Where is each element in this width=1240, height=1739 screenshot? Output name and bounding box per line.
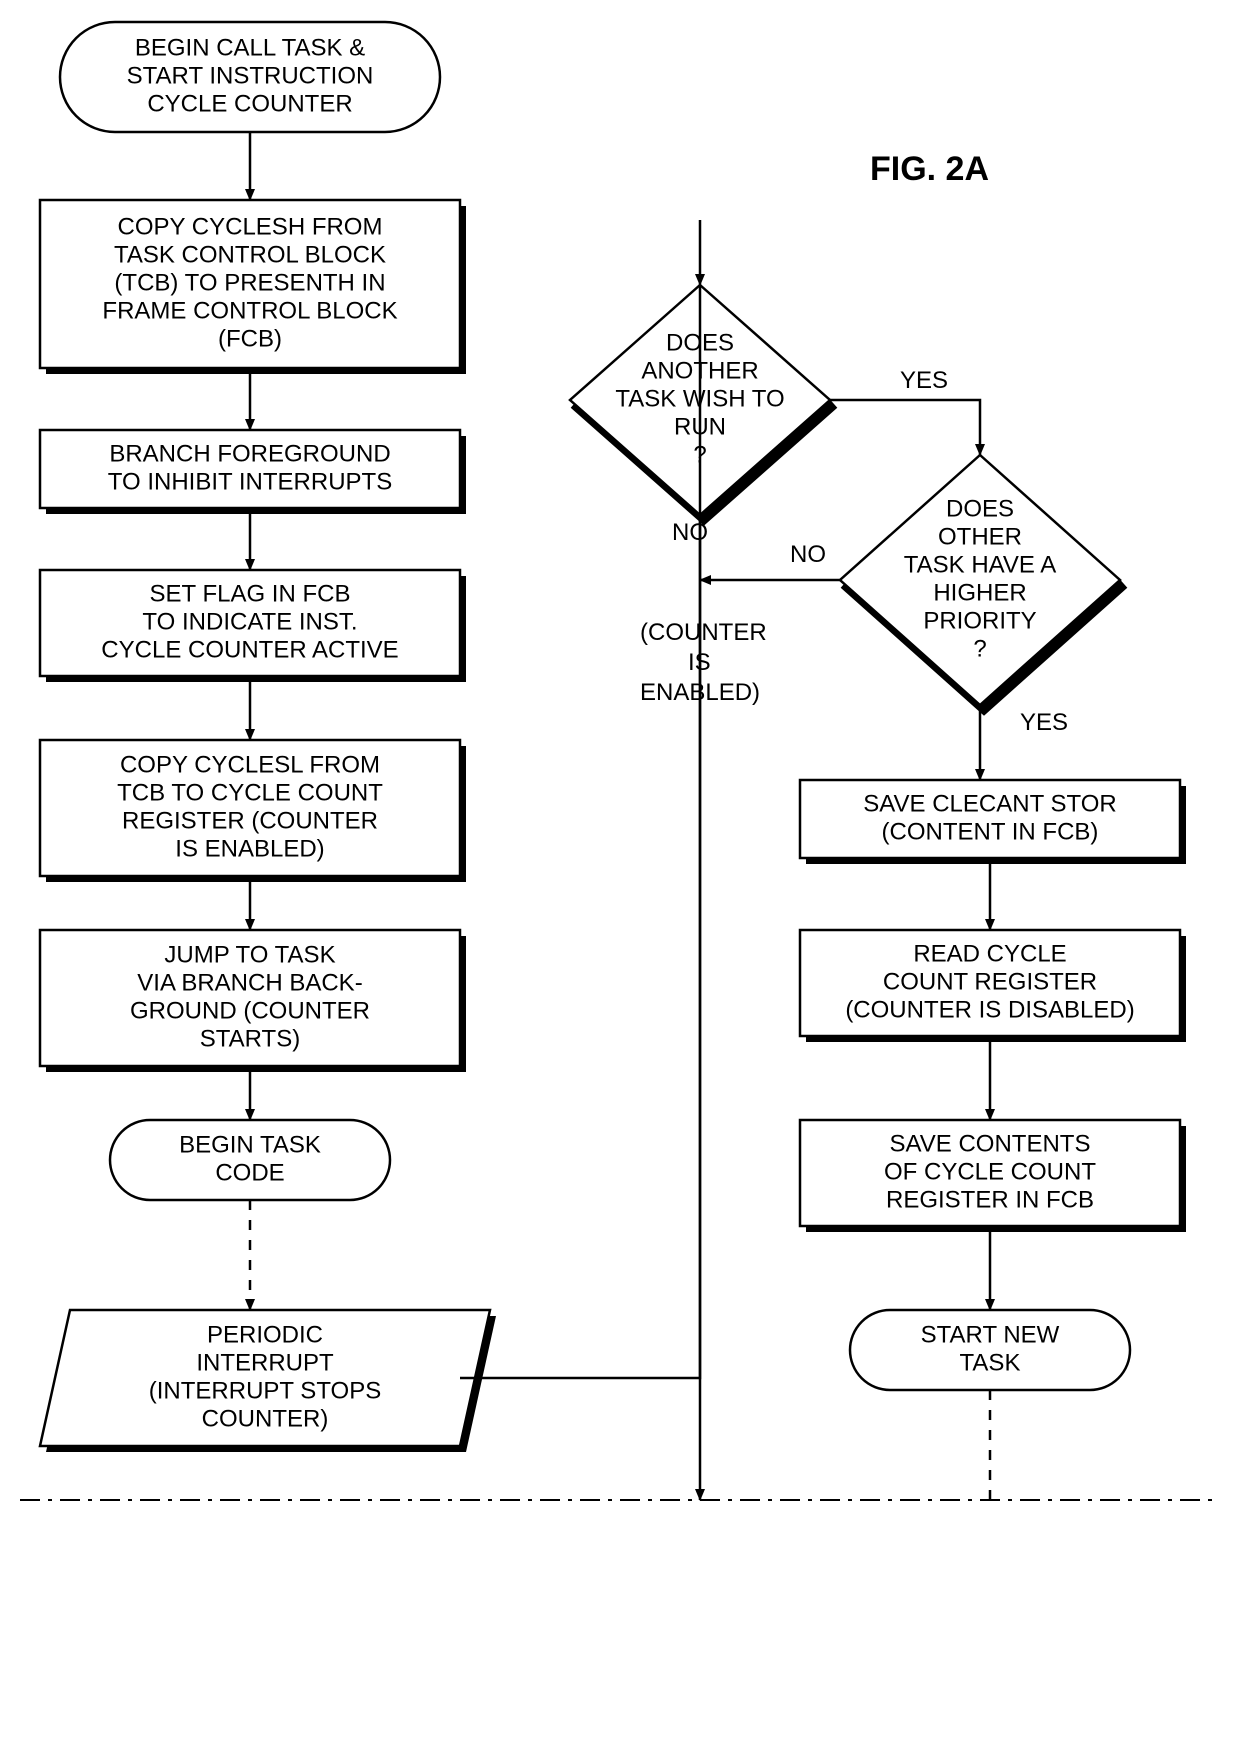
node-text-line: JUMP TO TASK xyxy=(164,941,335,968)
node-text-line: START INSTRUCTION xyxy=(127,62,374,89)
node-text-line: BEGIN CALL TASK & xyxy=(135,34,365,61)
node-text-line: (TCB) TO PRESENTH IN xyxy=(114,269,385,296)
e_d2_yes-label: YES xyxy=(1020,709,1068,736)
e_d2_no-label: NO xyxy=(790,541,826,568)
figure-label: FIG. 2A xyxy=(870,150,989,188)
node-text-line: PRIORITY xyxy=(923,607,1036,634)
node-text-line: (COUNTER IS DISABLED) xyxy=(845,996,1134,1023)
node-text-line: INTERRUPT xyxy=(196,1349,334,1376)
node-text-line: VIA BRANCH BACK- xyxy=(137,969,362,996)
free-label: (COUNTER xyxy=(640,619,767,646)
node-text-line: DOES xyxy=(946,495,1014,522)
node-text-line: BRANCH FOREGROUND xyxy=(109,440,390,467)
node-text-line: SAVE CONTENTS xyxy=(890,1130,1091,1157)
node-text-line: COUNTER) xyxy=(202,1405,329,1432)
node-text-line: SAVE CLECANT STOR xyxy=(863,790,1116,817)
node-text-line: READ CYCLE xyxy=(913,940,1066,967)
node-text-line: PERIODIC xyxy=(207,1321,323,1348)
node-text-line: TCB TO CYCLE COUNT xyxy=(117,779,383,806)
node-text-line: BEGIN TASK xyxy=(179,1131,321,1158)
node-text-line: SET FLAG IN FCB xyxy=(150,580,351,607)
node-text-line: (CONTENT IN FCB) xyxy=(882,818,1099,845)
node-text-line: IS ENABLED) xyxy=(175,835,324,862)
node-text-line: ? xyxy=(973,635,986,662)
node-text-line: REGISTER (COUNTER xyxy=(122,807,378,834)
node-text-line: (INTERRUPT STOPS xyxy=(149,1377,381,1404)
node-text-line: COPY CYCLESL FROM xyxy=(120,751,380,778)
free-label: IS xyxy=(688,649,711,676)
node-text-line: COUNT REGISTER xyxy=(883,968,1097,995)
node-text-line: TASK xyxy=(960,1349,1021,1376)
e_d1_no-label: NO xyxy=(672,519,708,546)
node-text-line: TO INHIBIT INTERRUPTS xyxy=(108,468,392,495)
node-text-line: TO INDICATE INST. xyxy=(142,608,357,635)
node-text-line: REGISTER IN FCB xyxy=(886,1186,1094,1213)
node-text-line: CYCLE COUNTER xyxy=(147,90,352,117)
node-text-line: TASK HAVE A xyxy=(904,551,1057,578)
node-text-line: (FCB) xyxy=(218,325,282,352)
flowchart-canvas: BEGIN CALL TASK &START INSTRUCTIONCYCLE … xyxy=(0,0,1240,1540)
e_d1_yes-label: YES xyxy=(900,367,948,394)
node-text-line: OTHER xyxy=(938,523,1022,550)
node-text-line: HIGHER xyxy=(933,579,1026,606)
node-text-line: CYCLE COUNTER ACTIVE xyxy=(101,636,398,663)
node-text-line: TASK CONTROL BLOCK xyxy=(114,241,386,268)
e_d1_yes xyxy=(830,400,980,455)
free-label: ENABLED) xyxy=(640,679,760,706)
node-text-line: STARTS) xyxy=(200,1025,300,1052)
node-text-line: OF CYCLE COUNT xyxy=(884,1158,1096,1185)
node-text-line: GROUND (COUNTER xyxy=(130,997,370,1024)
node-text-line: CODE xyxy=(215,1159,284,1186)
node-text-line: START NEW xyxy=(921,1321,1060,1348)
node-text-line: COPY CYCLESH FROM xyxy=(118,213,383,240)
node-text-line: FRAME CONTROL BLOCK xyxy=(102,297,397,324)
